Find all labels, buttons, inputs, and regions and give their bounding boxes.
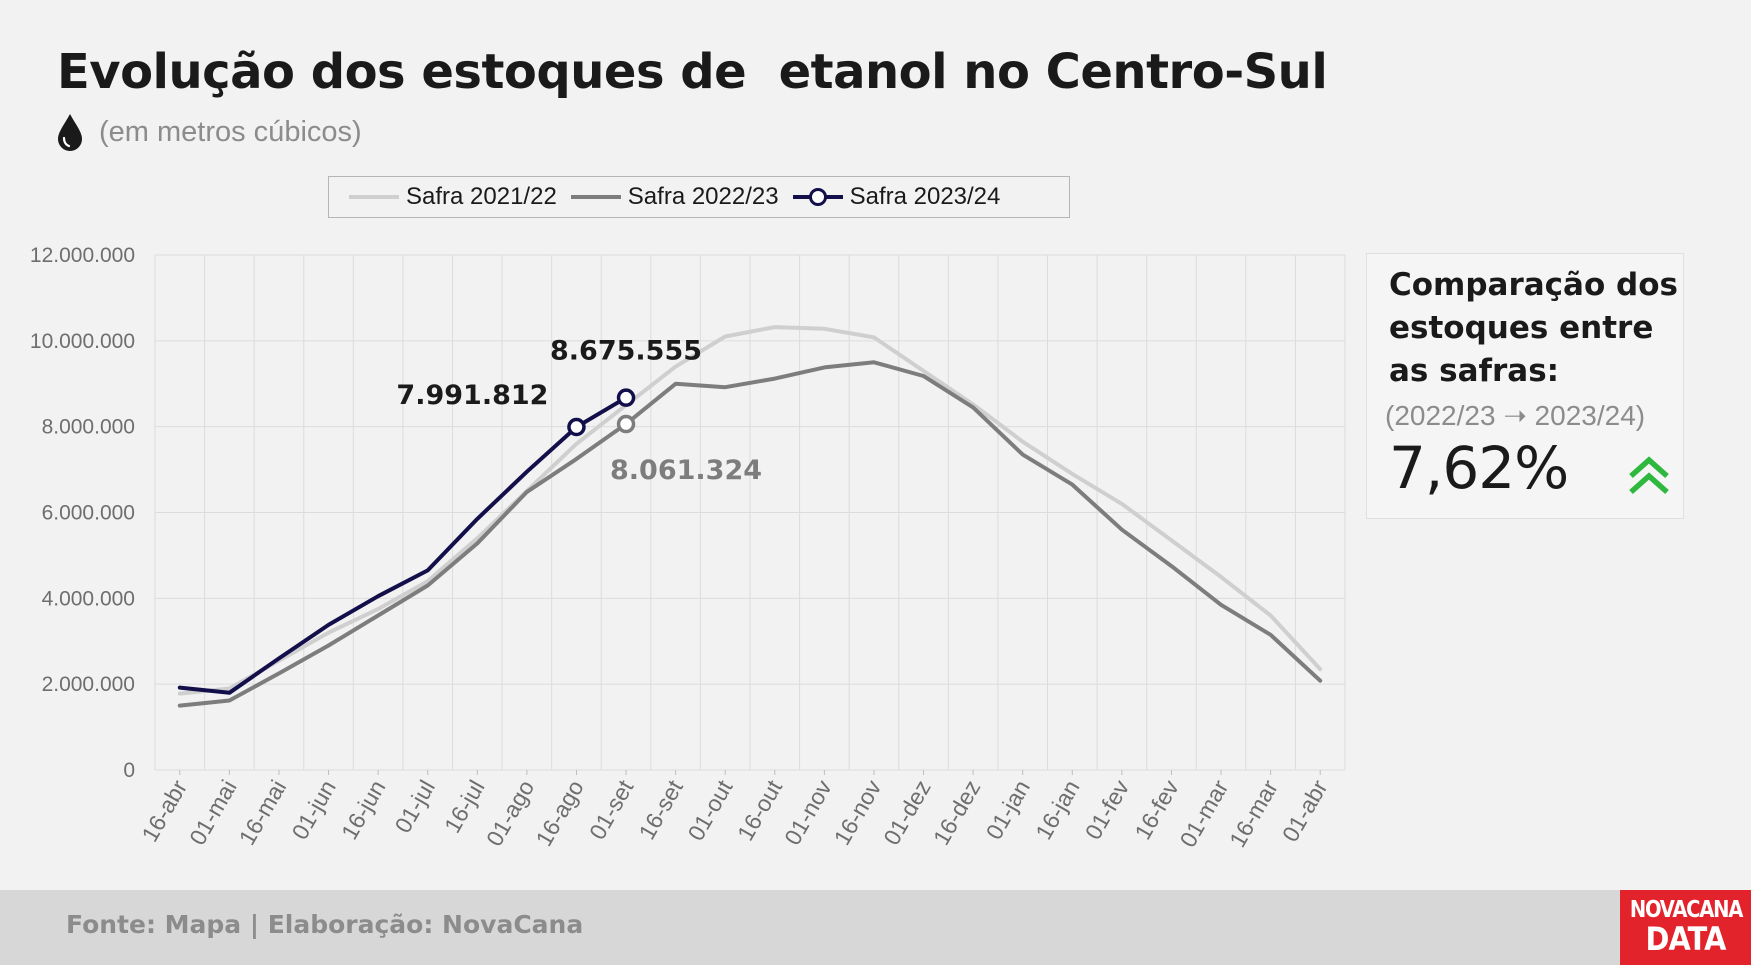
- source-note: Fonte: Mapa | Elaboração: NovaCana: [66, 910, 584, 939]
- data-point-marker: [616, 414, 636, 434]
- novacana-data-logo: NOVACANA DATA: [1620, 890, 1751, 965]
- y-tick-label: 0: [123, 759, 135, 782]
- legend-item-safra-2021-22: Safra 2021/22: [349, 183, 557, 211]
- subtitle: (em metros cúbicos): [99, 115, 362, 148]
- x-tick-label: 16-jun: [336, 776, 390, 844]
- y-tick-label: 10.000.000: [30, 330, 135, 353]
- legend-label: Safra 2022/23: [627, 183, 779, 210]
- data-label: 8.675.555: [550, 336, 702, 367]
- y-tick-label: 2.000.000: [42, 673, 135, 696]
- x-tick-label: 01-abr: [1277, 775, 1333, 846]
- line-chart: 0 2.000.000 4.000.000 6.000.000 8.000.000 10.…: [30, 244, 1346, 852]
- data-label: 8.061.324: [610, 455, 762, 486]
- x-tick-label: 01-set: [584, 775, 639, 844]
- drop-icon: [58, 114, 82, 151]
- legend-marker: [808, 188, 827, 206]
- x-tick-label: 16-fev: [1129, 775, 1184, 844]
- page-title: Evolução dos estoques de etanol no Centr…: [57, 44, 1328, 100]
- series-line-0: [177, 325, 1323, 696]
- x-axis: 16-abr01-mai16-mai01-jun16-jun01-jul16-j…: [136, 770, 1333, 852]
- series-line-1: [177, 360, 1323, 708]
- data-point-marker: [567, 417, 586, 437]
- x-tick-label: 16-set: [633, 775, 688, 844]
- comparison-title: Comparação dos estoques entre as safras:: [1389, 267, 1678, 389]
- footer: Fonte: Mapa | Elaboração: NovaCana NOVAC…: [0, 890, 1751, 965]
- y-tick-label: 6.000.000: [42, 502, 135, 525]
- x-tick-label: 16-mai: [234, 776, 292, 850]
- subtitle-row: (em metros cúbicos): [55, 112, 362, 152]
- x-tick-label: 16-jan: [1030, 776, 1084, 844]
- x-tick-label: 01-dez: [878, 776, 936, 850]
- legend-label: Safra 2021/22: [406, 183, 557, 210]
- x-tick-label: 01-jul: [389, 776, 440, 838]
- logo-line1: NOVACANA: [1629, 897, 1742, 924]
- x-tick-label: 16-nov: [829, 775, 887, 849]
- x-tick-label: 01-jun: [286, 776, 340, 844]
- y-tick-label: 4.000.000: [42, 587, 135, 610]
- chart-series: [177, 325, 1323, 708]
- comparison-card: Comparação dos estoques entre as safras:…: [1366, 253, 1684, 519]
- x-tick-label: 01-mar: [1174, 775, 1233, 851]
- legend-swatch: [570, 195, 621, 199]
- x-tick-label: 01-fev: [1080, 775, 1135, 844]
- x-tick-label: 16-mar: [1224, 775, 1283, 851]
- x-tick-label: 16-jul: [439, 776, 490, 838]
- double-chevron-up-icon: [1629, 456, 1669, 495]
- legend-swatch: [792, 188, 843, 206]
- legend-item-safra-2023-24: Safra 2023/24: [792, 183, 1001, 211]
- x-tick-label: 01-mai: [184, 776, 242, 850]
- logo-line2: DATA: [1645, 919, 1726, 958]
- chart-grid: [154, 254, 1346, 771]
- data-label: 7.991.812: [396, 380, 548, 411]
- chart-legend: Safra 2021/22 Safra 2022/23 Safra 2023/2…: [328, 176, 1070, 218]
- x-tick-label: 01-jan: [981, 776, 1035, 844]
- comparison-value: 7,62%: [1389, 434, 1569, 502]
- legend-swatch: [349, 195, 399, 199]
- x-tick-label: 16-ago: [530, 776, 588, 851]
- y-axis: 0 2.000.000 4.000.000 6.000.000 8.000.000 10.…: [30, 244, 135, 782]
- x-tick-label: 01-out: [682, 775, 737, 845]
- y-tick-label: 8.000.000: [42, 416, 135, 439]
- series-line-2: [177, 395, 628, 695]
- legend-label: Safra 2023/24: [849, 183, 1001, 210]
- y-tick-label: 12.000.000: [30, 244, 135, 267]
- x-tick-label: 16-dez: [928, 776, 986, 850]
- x-tick-label: 01-nov: [779, 775, 837, 849]
- legend-item-safra-2022-23: Safra 2022/23: [570, 183, 779, 211]
- comparison-period: (2022/23 ➝ 2023/24): [1385, 400, 1646, 431]
- x-tick-label: 01-ago: [481, 776, 539, 851]
- data-point-marker: [616, 388, 636, 407]
